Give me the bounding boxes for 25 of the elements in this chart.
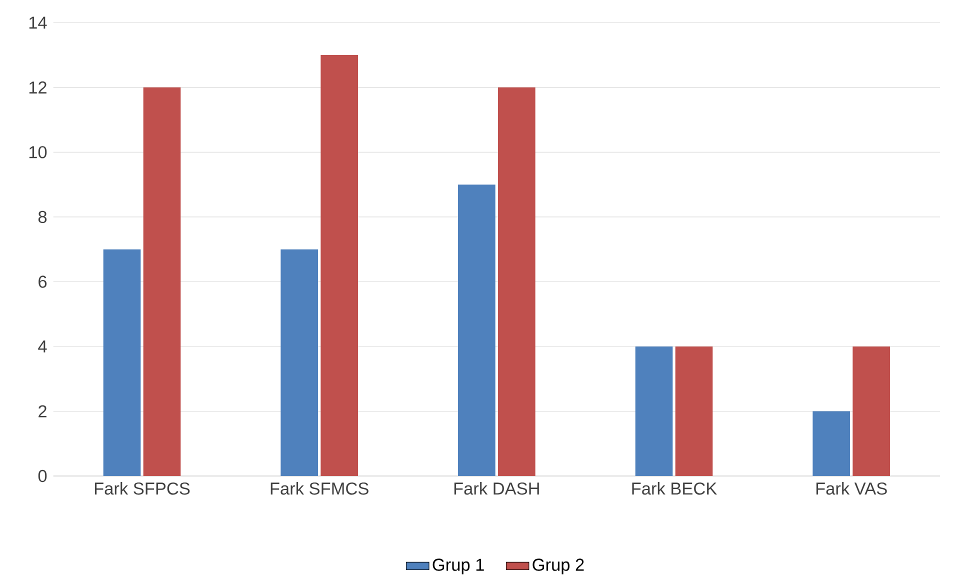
bar [143, 87, 181, 476]
y-tick-label: 10 [29, 146, 47, 158]
y-tick-label: 6 [38, 276, 47, 288]
y-tick-label: 14 [29, 16, 47, 29]
bar [103, 249, 141, 476]
bar [852, 346, 890, 476]
bar [498, 87, 536, 476]
y-tick-label: 8 [38, 210, 47, 224]
x-tick-label: Fark SFPCS [94, 482, 190, 495]
y-tick-label: 0 [38, 470, 47, 482]
legend-label: Grup 2 [532, 558, 584, 574]
y-tick-label: 4 [38, 340, 47, 352]
x-tick-label: Fark BECK [632, 482, 717, 495]
bar [458, 184, 496, 476]
x-tick-label: Fark VAS [816, 482, 887, 495]
bar [812, 411, 850, 476]
bar [320, 55, 358, 476]
x-tick-label: Fark DASH [454, 482, 539, 495]
bar [635, 346, 673, 476]
bar [280, 249, 318, 476]
y-tick-label: 2 [38, 405, 46, 418]
y-tick-label: 12 [29, 81, 46, 94]
x-tick-label: Fark SFMCS [270, 482, 368, 495]
bar [675, 346, 713, 476]
legend-label: Grup 1 [432, 558, 484, 574]
